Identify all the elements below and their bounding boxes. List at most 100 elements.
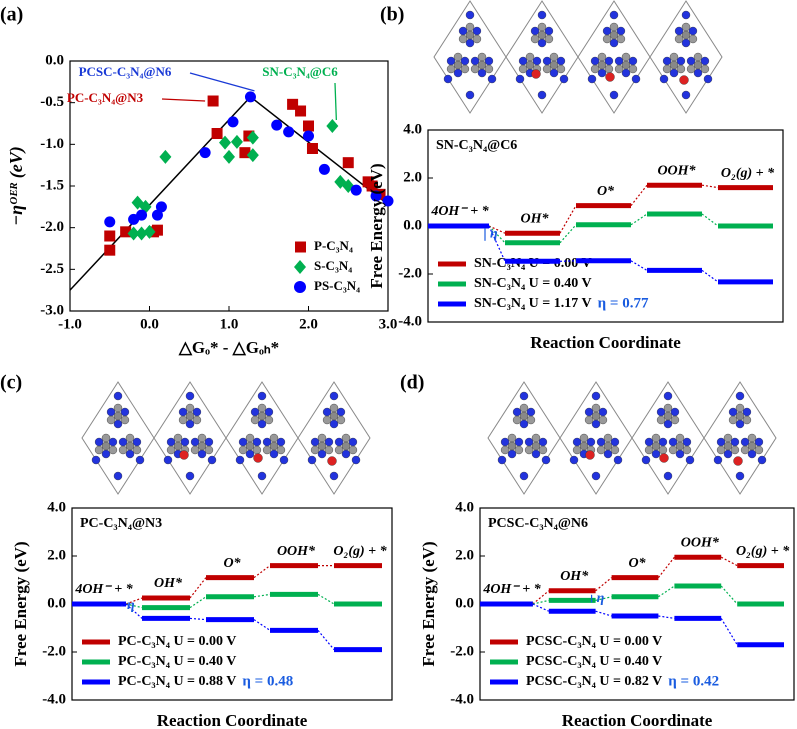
atom	[519, 403, 529, 413]
atom	[192, 415, 202, 425]
connector	[189, 577, 207, 599]
cell-outline	[577, 0, 651, 114]
y-tick-label: -1.0	[40, 136, 64, 152]
legend-label: SN-C₃N₄ U = 0.40 V	[474, 276, 592, 291]
marker-diamond	[246, 148, 259, 163]
atom	[669, 52, 679, 62]
y-axis-label: Free Energy (eV)	[367, 163, 386, 288]
marker-circle	[283, 126, 295, 138]
atom	[465, 90, 475, 100]
atom	[472, 26, 482, 36]
atom	[693, 60, 703, 70]
connector	[595, 610, 612, 617]
atom	[610, 437, 620, 447]
atom	[733, 456, 743, 466]
atom	[336, 415, 346, 425]
atom	[631, 74, 641, 84]
atom	[728, 407, 738, 417]
atom	[609, 22, 619, 32]
atom	[322, 415, 332, 425]
atom	[590, 64, 600, 74]
marker-circle	[370, 190, 382, 202]
legend-label: S-C₃N₄	[314, 258, 352, 273]
atom	[113, 403, 123, 413]
step-label: 4OH⁻ + *	[482, 582, 541, 597]
atom	[676, 64, 686, 74]
atom	[663, 411, 673, 421]
atom	[514, 437, 524, 447]
atom	[113, 391, 123, 401]
atom	[257, 391, 267, 401]
atom	[621, 60, 631, 70]
atom	[465, 10, 475, 20]
atom	[609, 10, 619, 20]
atom	[190, 445, 200, 455]
atom	[542, 56, 552, 66]
atom	[681, 22, 691, 32]
connector	[630, 213, 648, 226]
x-tick-label: 0.0	[140, 316, 159, 332]
atom	[173, 433, 183, 443]
atom	[465, 30, 475, 40]
atom	[307, 455, 317, 465]
connector	[125, 603, 143, 609]
cell-outline	[649, 0, 723, 114]
atom	[180, 437, 190, 447]
atom	[192, 407, 202, 417]
chart-title: SN-C₃N₄@C6	[436, 138, 517, 153]
atom	[207, 455, 217, 465]
atom	[477, 68, 487, 78]
atom	[663, 419, 673, 429]
atom	[735, 403, 745, 413]
legend-label: PC-C₃N₄ U = 0.00 V	[118, 634, 236, 649]
atom	[531, 433, 541, 443]
y-tick-label: 4.0	[403, 121, 422, 137]
atom	[446, 64, 456, 74]
atom	[341, 441, 351, 451]
atom	[252, 437, 262, 447]
atom	[329, 419, 339, 429]
atom	[327, 456, 337, 466]
connector	[701, 213, 719, 227]
atom	[453, 60, 463, 70]
marker-diamond	[219, 135, 232, 150]
atom	[125, 433, 135, 443]
atom	[659, 453, 669, 463]
atom	[279, 455, 289, 465]
atom	[541, 455, 551, 465]
y-axis-label: Free Energy (eV)	[419, 541, 438, 666]
atom	[700, 56, 710, 66]
atom	[644, 437, 654, 447]
annotation-arrow	[189, 72, 255, 92]
marker-circle	[244, 91, 256, 103]
cell-outline	[153, 381, 227, 495]
atom	[728, 415, 738, 425]
eta-label: η = 0.48	[242, 673, 293, 689]
atom	[663, 471, 673, 481]
atom	[465, 38, 475, 48]
annotation-arrow	[161, 98, 206, 102]
atom	[113, 411, 123, 421]
atom	[688, 34, 698, 44]
atom	[641, 455, 651, 465]
connector	[532, 603, 550, 612]
connector	[701, 269, 719, 283]
atom	[613, 455, 623, 465]
atom	[658, 445, 668, 455]
atom	[106, 407, 116, 417]
connector	[253, 565, 271, 579]
atom	[586, 437, 596, 447]
atom	[453, 52, 463, 62]
atom	[603, 441, 613, 451]
x-tick-label: 3.0	[379, 316, 398, 332]
connector	[125, 597, 143, 605]
atom	[185, 419, 195, 429]
atom	[713, 455, 723, 465]
connector	[720, 556, 738, 567]
connector	[488, 225, 506, 262]
atom	[178, 415, 188, 425]
atom	[518, 56, 528, 66]
atom	[334, 437, 344, 447]
atom	[101, 441, 111, 451]
step-label: OH*	[154, 576, 183, 591]
